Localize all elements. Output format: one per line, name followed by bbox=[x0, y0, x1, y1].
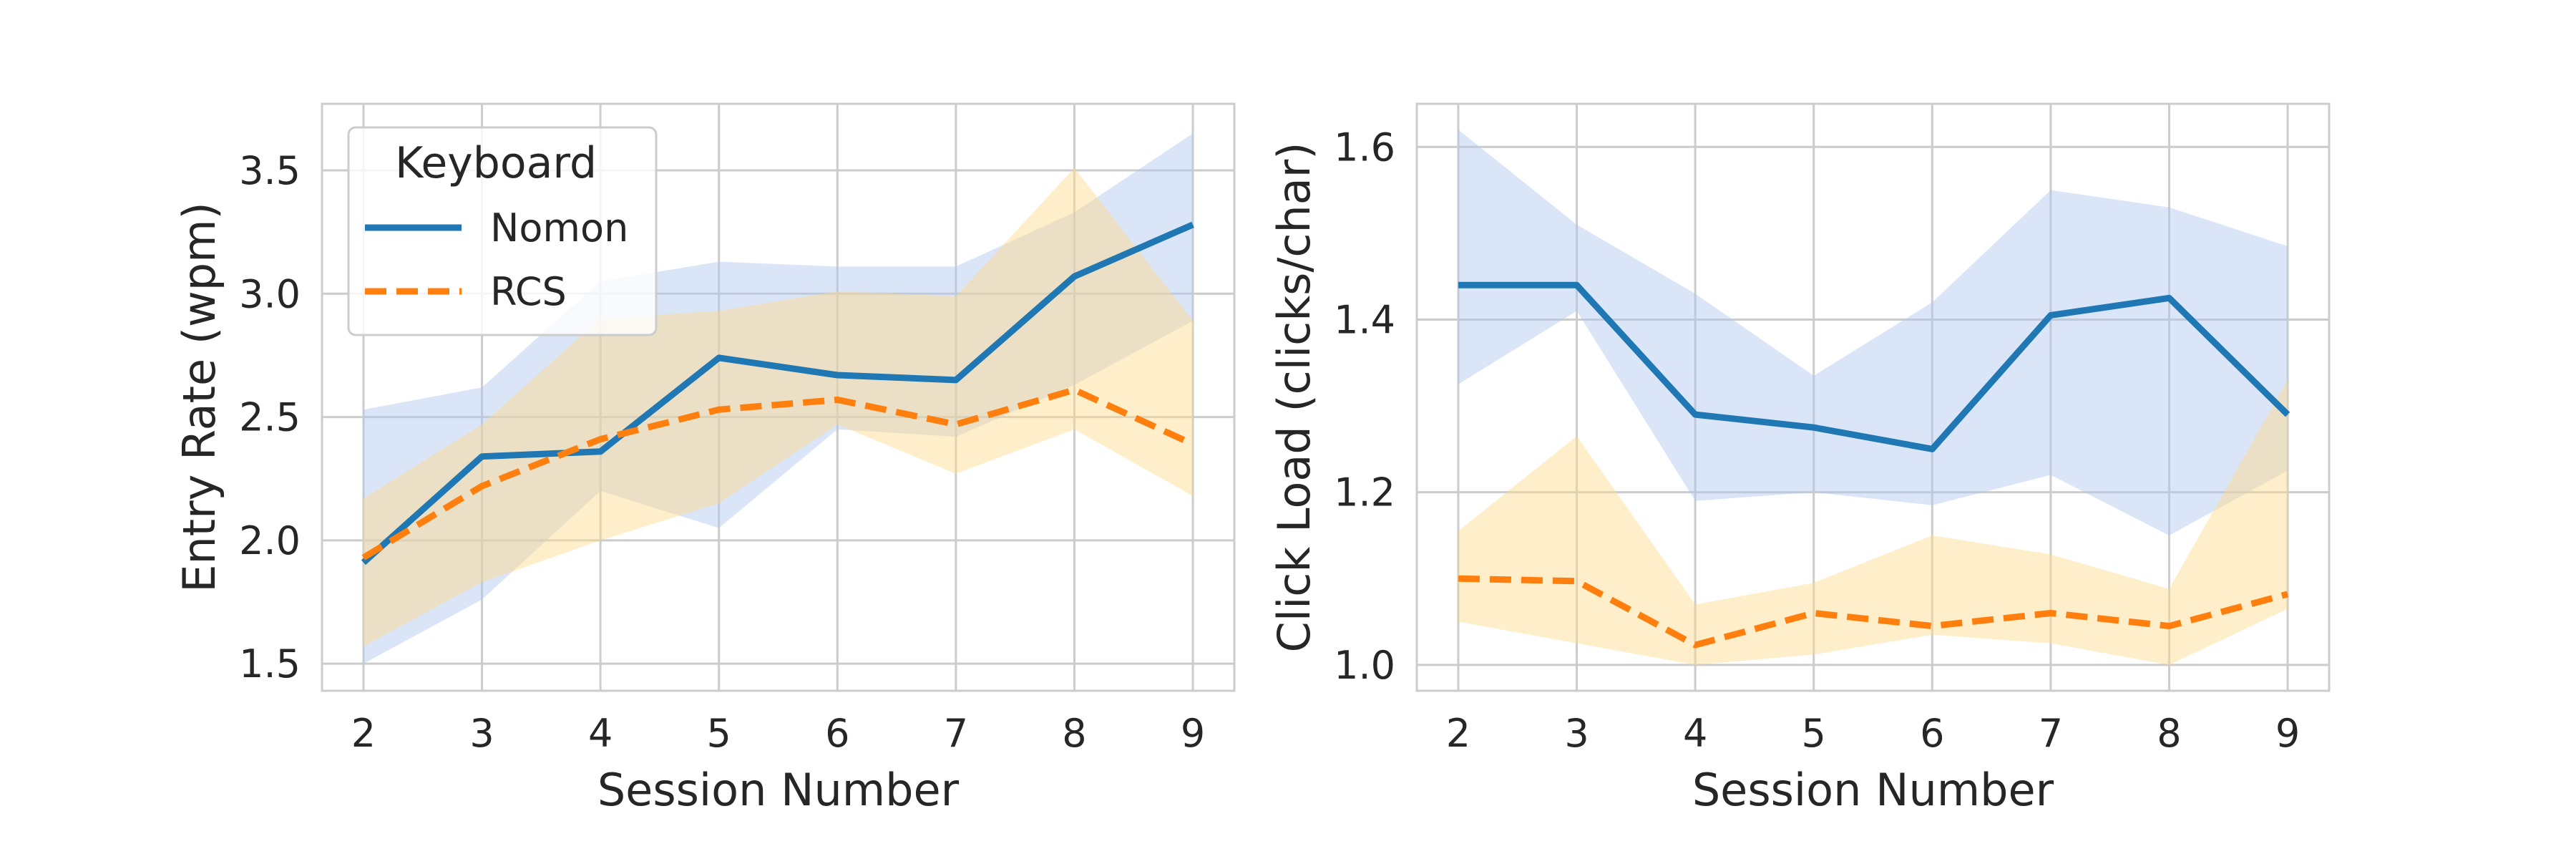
x-tick-label: 7 bbox=[944, 711, 968, 756]
x-tick-label: 8 bbox=[2157, 711, 2181, 756]
y-tick-label: 1.0 bbox=[1334, 643, 1395, 688]
x-tick-label: 5 bbox=[707, 711, 731, 756]
x-tick-label: 9 bbox=[1181, 711, 1205, 756]
legend-box bbox=[347, 126, 658, 336]
rcs-series-line bbox=[361, 387, 1194, 560]
x-tick-label: 7 bbox=[2039, 711, 2063, 756]
rcs-confidence-band bbox=[1458, 379, 2288, 665]
y-tick-label: 3.5 bbox=[239, 148, 301, 193]
legend-label-rcs: RCS bbox=[490, 269, 567, 314]
y-tick-label: 1.6 bbox=[1334, 125, 1395, 170]
click-load-chart: 2 3 4 5 6 7 8 9 1.0 1.2 1.4 1.6 Session Number Click … bbox=[1268, 102, 2331, 816]
x-tick-label: 3 bbox=[469, 711, 494, 756]
legend-title: Keyboard bbox=[395, 138, 597, 188]
nomon-confidence-band bbox=[1458, 130, 2288, 535]
nomon-confidence-band bbox=[363, 133, 1194, 664]
plot-frame bbox=[321, 102, 1236, 692]
rcs-series-line bbox=[1458, 575, 2289, 649]
x-axis-label: Session Number bbox=[1692, 764, 2054, 816]
x-tick-label: 6 bbox=[825, 711, 849, 756]
legend: Keyboard Nomon RCS bbox=[347, 126, 658, 336]
x-tick-label: 2 bbox=[1446, 711, 1470, 756]
nomon-series-line bbox=[1458, 281, 2290, 452]
x-tick-label: 4 bbox=[588, 711, 613, 756]
y-tick-label: 1.2 bbox=[1334, 470, 1395, 515]
x-tick-label: 6 bbox=[1920, 711, 1944, 756]
x-tick-label: 3 bbox=[1564, 711, 1589, 756]
plot-frame bbox=[1415, 102, 2331, 692]
legend-label-nomon: Nomon bbox=[490, 205, 628, 251]
x-tick-label: 5 bbox=[1802, 711, 1826, 756]
x-tick-label: 9 bbox=[2275, 711, 2300, 756]
y-axis-label: Click Load (clicks/char) bbox=[1268, 142, 1320, 653]
y-tick-label: 3.0 bbox=[239, 271, 301, 316]
y-tick-label: 1.5 bbox=[239, 641, 301, 686]
y-axis-label: Entry Rate (wpm) bbox=[173, 202, 225, 592]
x-tick-label: 2 bbox=[351, 711, 376, 756]
entry-rate-chart: 2 3 4 5 6 7 8 9 1.5 2.0 2.5 3.0 3.5 Session Number Ent… bbox=[173, 102, 1236, 816]
y-tick-label: 2.0 bbox=[239, 518, 301, 563]
x-tick-label: 4 bbox=[1683, 711, 1707, 756]
nomon-series-line bbox=[361, 221, 1194, 566]
x-axis-label: Session Number bbox=[597, 764, 960, 816]
y-tick-label: 1.4 bbox=[1334, 297, 1395, 342]
y-tick-label: 2.5 bbox=[239, 395, 301, 440]
x-tick-label: 8 bbox=[1062, 711, 1086, 756]
